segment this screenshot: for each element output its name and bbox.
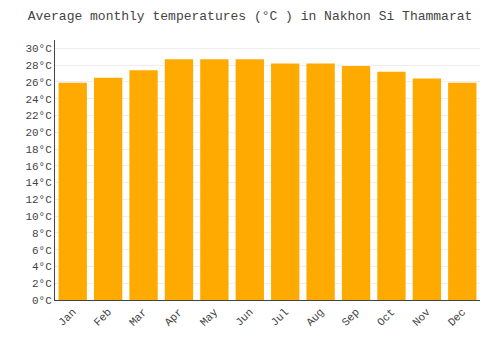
- svg-text:18°C: 18°C: [25, 144, 52, 156]
- svg-text:Sep: Sep: [340, 306, 362, 328]
- svg-text:22°C: 22°C: [25, 110, 52, 122]
- svg-text:20°C: 20°C: [25, 127, 52, 139]
- svg-text:Mar: Mar: [127, 306, 149, 328]
- svg-text:30°C: 30°C: [25, 43, 52, 55]
- svg-text:26°C: 26°C: [25, 77, 52, 89]
- svg-text:Jan: Jan: [56, 306, 78, 328]
- svg-text:4°C: 4°C: [32, 261, 52, 273]
- svg-text:Oct: Oct: [375, 306, 397, 328]
- svg-text:14°C: 14°C: [25, 177, 52, 189]
- svg-text:Jul: Jul: [269, 306, 291, 328]
- svg-text:12°C: 12°C: [25, 194, 52, 206]
- svg-text:0°C: 0°C: [32, 295, 52, 307]
- svg-text:Nov: Nov: [410, 306, 433, 329]
- svg-text:Apr: Apr: [162, 306, 184, 328]
- svg-text:10°C: 10°C: [25, 211, 52, 223]
- svg-text:Dec: Dec: [446, 306, 468, 328]
- svg-text:16°C: 16°C: [25, 161, 52, 173]
- svg-text:6°C: 6°C: [32, 245, 52, 257]
- svg-text:8°C: 8°C: [32, 228, 52, 240]
- svg-text:Average monthly temperatures (: Average monthly temperatures (°C ) in Na…: [28, 9, 473, 24]
- svg-text:Feb: Feb: [92, 306, 114, 328]
- svg-text:Jun: Jun: [233, 306, 255, 328]
- svg-text:Aug: Aug: [304, 306, 326, 328]
- svg-text:May: May: [198, 306, 221, 329]
- svg-text:28°C: 28°C: [25, 60, 52, 72]
- svg-text:2°C: 2°C: [32, 278, 52, 290]
- svg-text:24°C: 24°C: [25, 94, 52, 106]
